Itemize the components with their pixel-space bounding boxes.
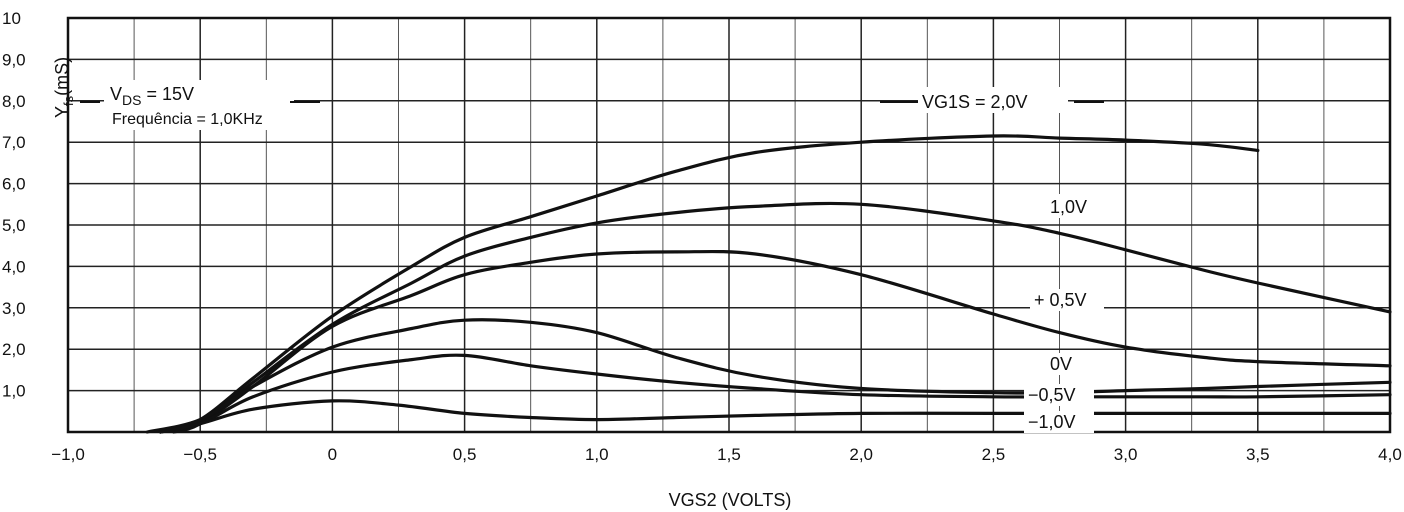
y-tick-label: 7,0	[2, 133, 26, 152]
plot-frame	[66, 16, 1392, 434]
label-background	[1024, 384, 1094, 406]
series-label: 1,0V	[1050, 197, 1087, 217]
y-tick-label: 9,0	[2, 50, 26, 69]
label-background	[1024, 411, 1094, 433]
x-tick-label: 2,0	[849, 445, 873, 464]
x-tick-label: 2,5	[982, 445, 1006, 464]
y-tick-label: 8,0	[2, 92, 26, 111]
x-tick-label: −1,0	[51, 445, 85, 464]
y-axis-label: Yfs(mS)	[52, 57, 76, 118]
y-tick-label: 10	[2, 9, 21, 28]
y-tick-label: 2,0	[2, 340, 26, 359]
x-tick-label: 1,0	[585, 445, 609, 464]
tick-labels: −1,0 −0,5 0 0,5 1,0 1,5 2,0 2,5 3,0 3,5 4,0 1,0 2,0 3…	[2, 9, 1402, 464]
x-tick-label: 3,0	[1114, 445, 1138, 464]
y-tick-label: 6,0	[2, 175, 26, 194]
series-line	[172, 249, 1392, 434]
x-tick-label: 3,5	[1246, 445, 1270, 464]
label-background	[1030, 289, 1104, 311]
x-tick-label: 1,5	[717, 445, 741, 464]
series-line	[145, 318, 1392, 434]
x-axis-label: VGS2 (VOLTS)	[669, 490, 792, 510]
y-tick-label: 4,0	[2, 257, 26, 276]
series-lines	[145, 134, 1392, 434]
series-label: + 0,5V	[1034, 290, 1087, 310]
y-tick-label: 5,0	[2, 216, 26, 235]
vds-condition: VDS = 15V	[80, 80, 320, 110]
x-tick-label: −0,5	[183, 445, 217, 464]
series-line	[158, 134, 1260, 434]
x-tick-label: 0	[328, 445, 337, 464]
series-label: −0,5V	[1028, 385, 1076, 405]
svg-text:VDS = 15V: VDS = 15V	[110, 84, 194, 108]
x-tick-label: 4,0	[1378, 445, 1402, 464]
series-label: 0V	[1050, 354, 1072, 374]
series-line	[158, 399, 1392, 434]
svg-text:Frequência = 1,0KHz: Frequência = 1,0KHz	[112, 111, 263, 128]
frequency-condition: Frequência = 1,0KHz	[106, 106, 316, 130]
series-line	[158, 353, 1392, 434]
label-background	[1046, 353, 1086, 375]
label-background	[1046, 194, 1106, 218]
label-background	[918, 87, 1068, 113]
y-tick-label: 3,0	[2, 299, 26, 318]
series-label: −1,0V	[1028, 412, 1076, 432]
x-tick-label: 0,5	[453, 445, 477, 464]
y-tick-label: 1,0	[2, 382, 26, 401]
series-label: VG1S = 2,0V	[922, 92, 1028, 112]
series-labels: VG1S = 2,0V 1,0V + 0,5V 0V −0,5V −1,0V	[880, 87, 1106, 433]
